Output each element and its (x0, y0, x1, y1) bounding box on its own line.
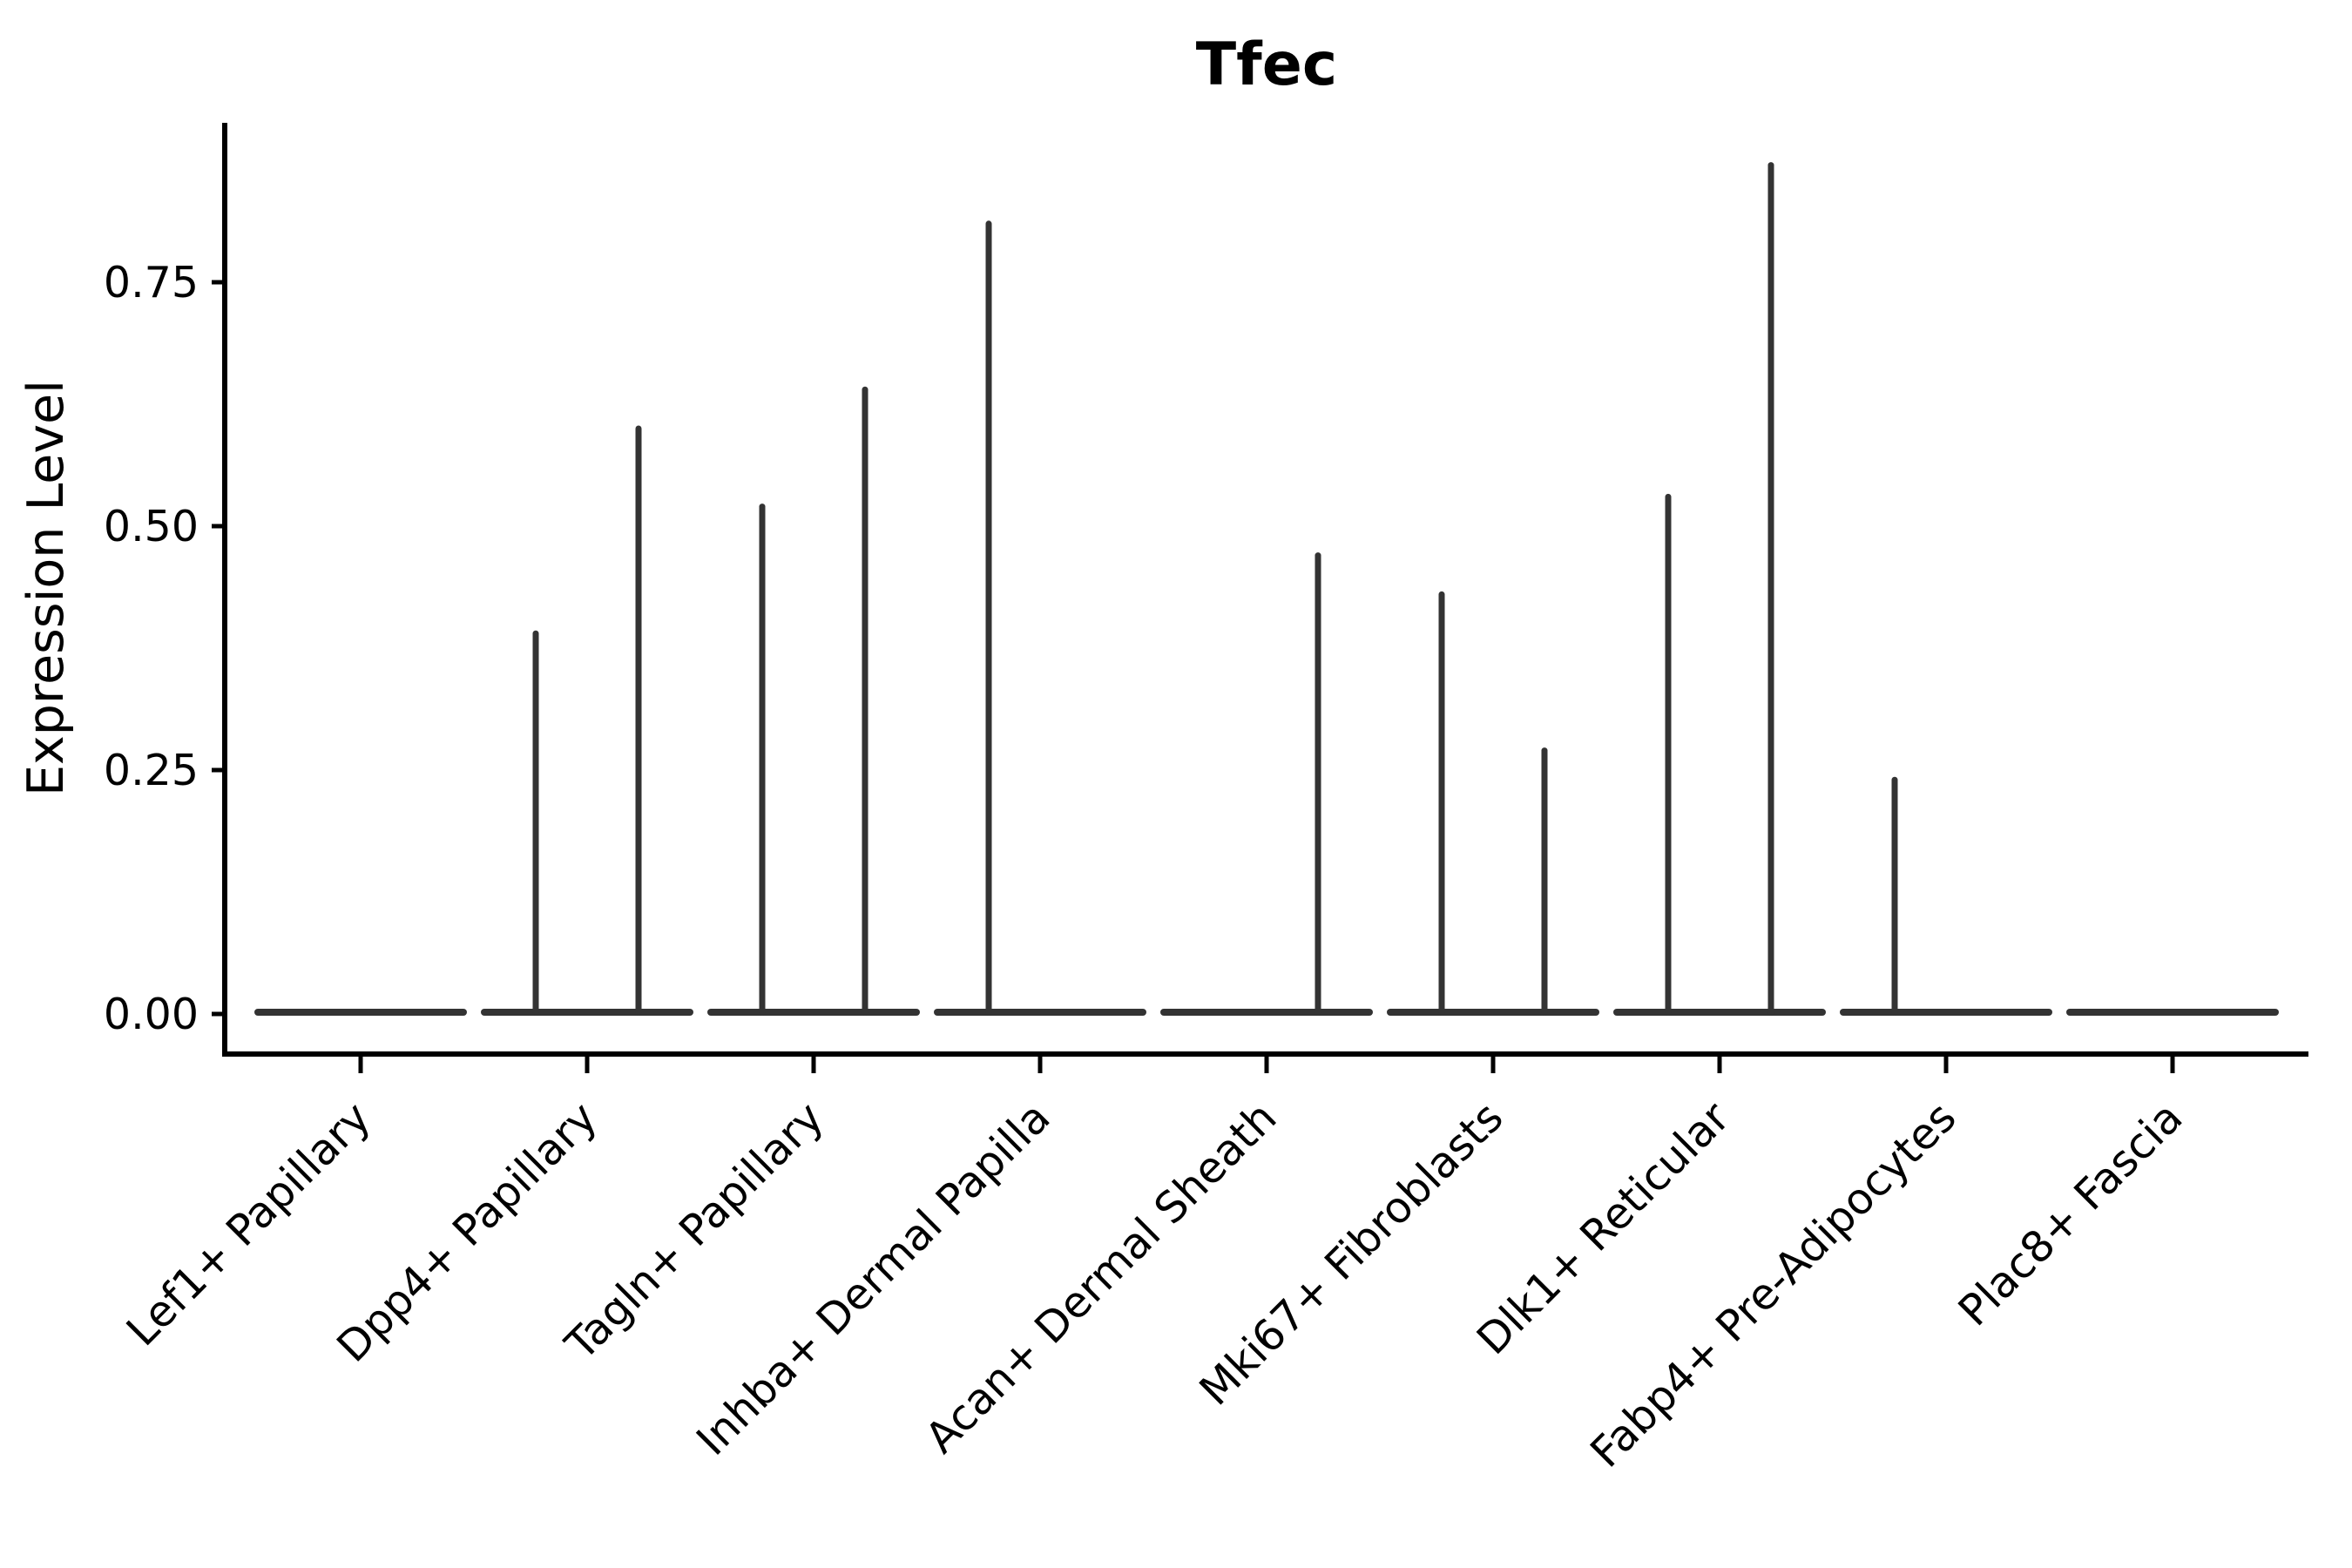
y-tick-label: 0.50 (104, 502, 199, 551)
violins (254, 162, 2279, 1016)
chart-title: Tfec (1196, 30, 1337, 99)
y-tick-label: 0.25 (104, 746, 199, 795)
y-axis-label: Expression Level (17, 380, 75, 796)
x-tick-label: Lef1+ Papillary (117, 1092, 380, 1355)
x-tick-label: Plac8+ Fascia (1949, 1092, 2192, 1335)
y-axis-ticks: 0.00 0.25 0.50 0.75 (104, 258, 225, 1039)
y-tick-label: 0.75 (104, 258, 199, 308)
y-tick-label: 0.00 (104, 990, 199, 1039)
x-tick-label: Fabp4+ Pre-Adipocytes (1581, 1092, 1966, 1477)
